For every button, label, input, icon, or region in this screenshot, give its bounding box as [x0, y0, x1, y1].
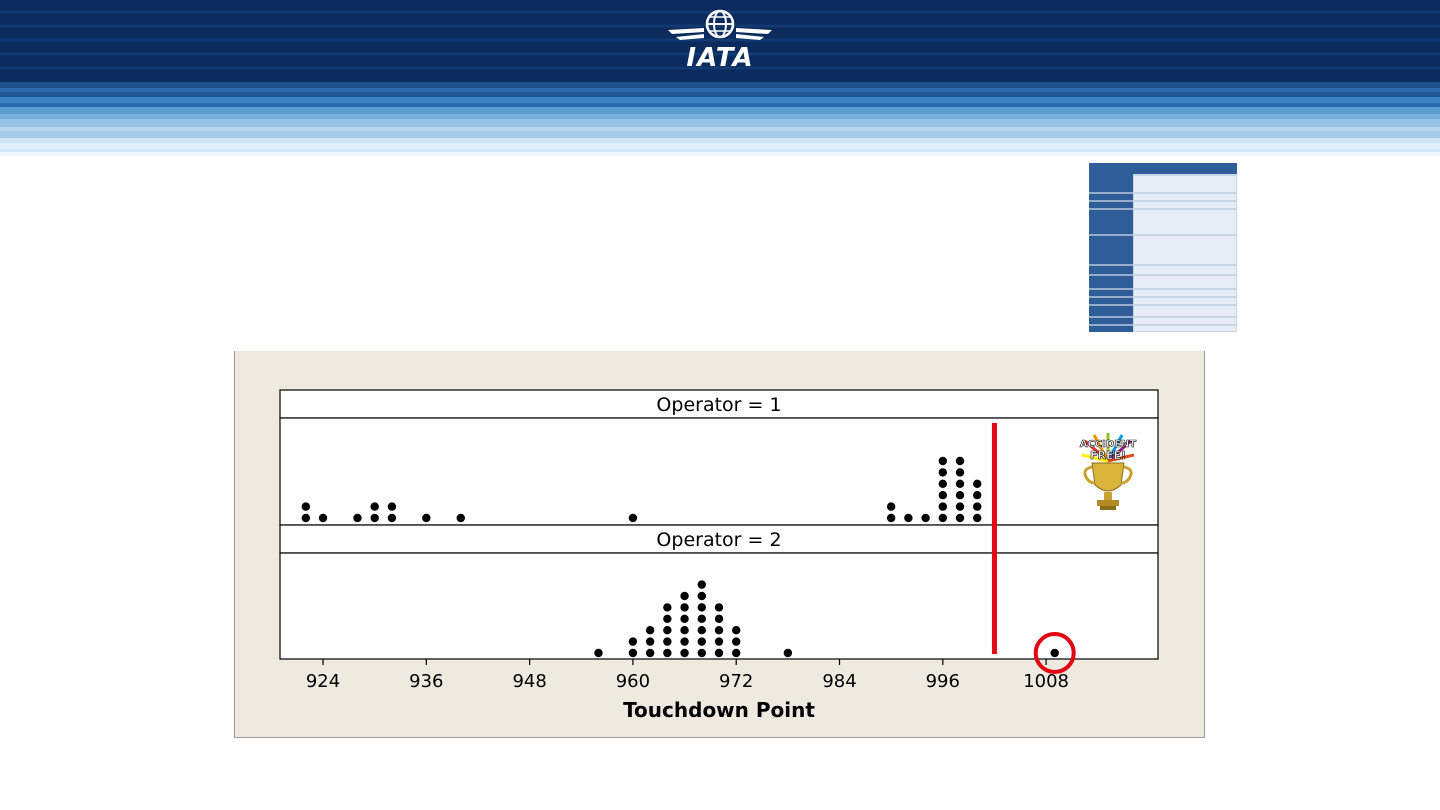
panel-1-dot-1000-4 — [973, 479, 982, 488]
badge-text-line-1: ACCIDENT — [1080, 439, 1137, 450]
x-tick-label-1: 936 — [409, 671, 443, 692]
spi-candidate-table-thumbnail — [1089, 163, 1237, 332]
panel-1-dot-924-1 — [318, 513, 328, 523]
globe-wings-icon — [668, 9, 772, 40]
panel-1-dot-922-1 — [301, 513, 311, 523]
panel-1-dot-960-1 — [628, 513, 638, 523]
panel-2-dot-964-5 — [663, 603, 672, 612]
panel-1-dot-998-5 — [955, 468, 965, 477]
panel-2-dot-970-3 — [714, 626, 724, 635]
x-tick-label-2: 948 — [512, 671, 546, 692]
header-banner — [0, 0, 1440, 156]
panel-1-dot-990-1 — [886, 513, 896, 523]
panel-1-dot-996-2 — [938, 502, 948, 511]
panel-2-dot-966-1 — [680, 648, 689, 658]
panel-2-dot-972-1 — [732, 648, 741, 658]
panel-1-dot-1000-3 — [973, 491, 982, 500]
panel-2-label: Operator = 2 — [656, 529, 781, 551]
panel-2-dot-972-2 — [732, 637, 741, 646]
panel-2-dot-964-4 — [663, 614, 672, 623]
panel-2-dot-962-1 — [645, 648, 655, 658]
panel-1-dot-990-2 — [886, 502, 896, 511]
panel-1-dot-928-1 — [353, 513, 362, 523]
panel-2-dot-966-3 — [680, 626, 689, 635]
panel-1-dot-998-6 — [955, 456, 965, 466]
panel-1-dot-932-2 — [387, 502, 397, 511]
panel-2-dot-960-2 — [628, 637, 638, 646]
panel-2-dot-964-3 — [663, 626, 672, 635]
panel-2-dot-968-7 — [697, 580, 706, 589]
panel-2-dot-968-5 — [697, 603, 706, 612]
panel-2-dot-970-5 — [714, 603, 724, 612]
x-tick-label-0: 924 — [306, 671, 340, 692]
x-axis-title: Touchdown Point — [623, 698, 815, 722]
panel-1-dot-930-2 — [370, 502, 379, 511]
x-tick-label-3: 960 — [616, 671, 650, 692]
panel-1-dot-930-1 — [370, 513, 379, 523]
x-tick-label-6: 996 — [926, 671, 960, 692]
panel-2-dot-968-3 — [697, 626, 706, 635]
panel-2-dot-960-1 — [628, 648, 638, 658]
panel-2-dot-970-1 — [714, 648, 724, 658]
panel-1-dot-998-4 — [955, 479, 965, 488]
panel-1-dot-998-1 — [955, 513, 965, 523]
panel-1-dot-1000-2 — [973, 502, 982, 511]
panel-2-dot-964-1 — [663, 648, 672, 658]
panel-2-dot-966-6 — [680, 591, 689, 601]
panel-1-dot-998-2 — [955, 502, 965, 511]
panel-2-dot-968-2 — [697, 637, 706, 646]
dotplot-chart: Operator = 1 Operator = 2 924 936 948 960 97… — [234, 351, 1205, 738]
panel-1-dot-994-1 — [921, 513, 930, 523]
panel-2-dot-1009-1 — [1050, 648, 1059, 658]
panel-2-dot-970-2 — [714, 637, 724, 646]
panel-2-dot-968-6 — [697, 591, 706, 601]
panel-1-dot-996-1 — [938, 513, 948, 523]
panel-2-dot-956-1 — [594, 648, 603, 658]
panel-1-header — [279, 389, 1159, 419]
panel-1-dot-998-3 — [955, 491, 965, 500]
badge-text-line-2: FREE! — [1090, 449, 1126, 462]
x-tick-label-5: 984 — [822, 671, 856, 692]
dot-marks — [301, 456, 1059, 658]
panel-1-plot — [279, 417, 1159, 526]
panel-1-dot-996-3 — [938, 491, 948, 500]
panel-1-dot-996-6 — [938, 456, 948, 466]
panel-2-dot-966-4 — [680, 614, 689, 623]
panel-2-dot-968-1 — [697, 648, 706, 658]
panel-1-dot-996-5 — [938, 468, 948, 477]
panel-1-dot-992-1 — [904, 513, 913, 523]
panel-2-dot-966-5 — [680, 603, 689, 612]
panel-2-dot-962-3 — [645, 626, 655, 635]
panel-2-dot-978-1 — [783, 648, 793, 658]
panel-1-label: Operator = 1 — [656, 394, 781, 416]
panel-2-dot-970-4 — [714, 614, 724, 623]
panel-1-dot-936-1 — [422, 513, 431, 523]
panel-1-dot-996-4 — [938, 479, 948, 488]
panel-1-dot-940-1 — [456, 513, 465, 523]
panel-2-dot-968-4 — [697, 614, 706, 623]
panel-1-dot-932-1 — [387, 513, 397, 523]
x-tick-label-4: 972 — [719, 671, 753, 692]
panel-1-dot-922-2 — [301, 502, 311, 511]
logo-text: IATA — [686, 43, 754, 73]
x-tick-label-7: 1008 — [1023, 671, 1069, 692]
iata-logo: IATA — [660, 8, 780, 73]
panel-1-dot-1000-1 — [973, 513, 982, 523]
outlier-highlight-circle — [1033, 632, 1076, 674]
x-axis-ticks: 924 936 948 960 972 984 996 1008 — [306, 659, 1069, 692]
accident-free-trophy-icon: ACCIDENT FREE! — [1079, 433, 1137, 510]
panel-2-dot-964-2 — [663, 637, 672, 646]
panel-2-dot-966-2 — [680, 637, 689, 646]
panel-2-dot-962-2 — [645, 637, 655, 646]
panel-2-dot-972-3 — [732, 626, 741, 635]
